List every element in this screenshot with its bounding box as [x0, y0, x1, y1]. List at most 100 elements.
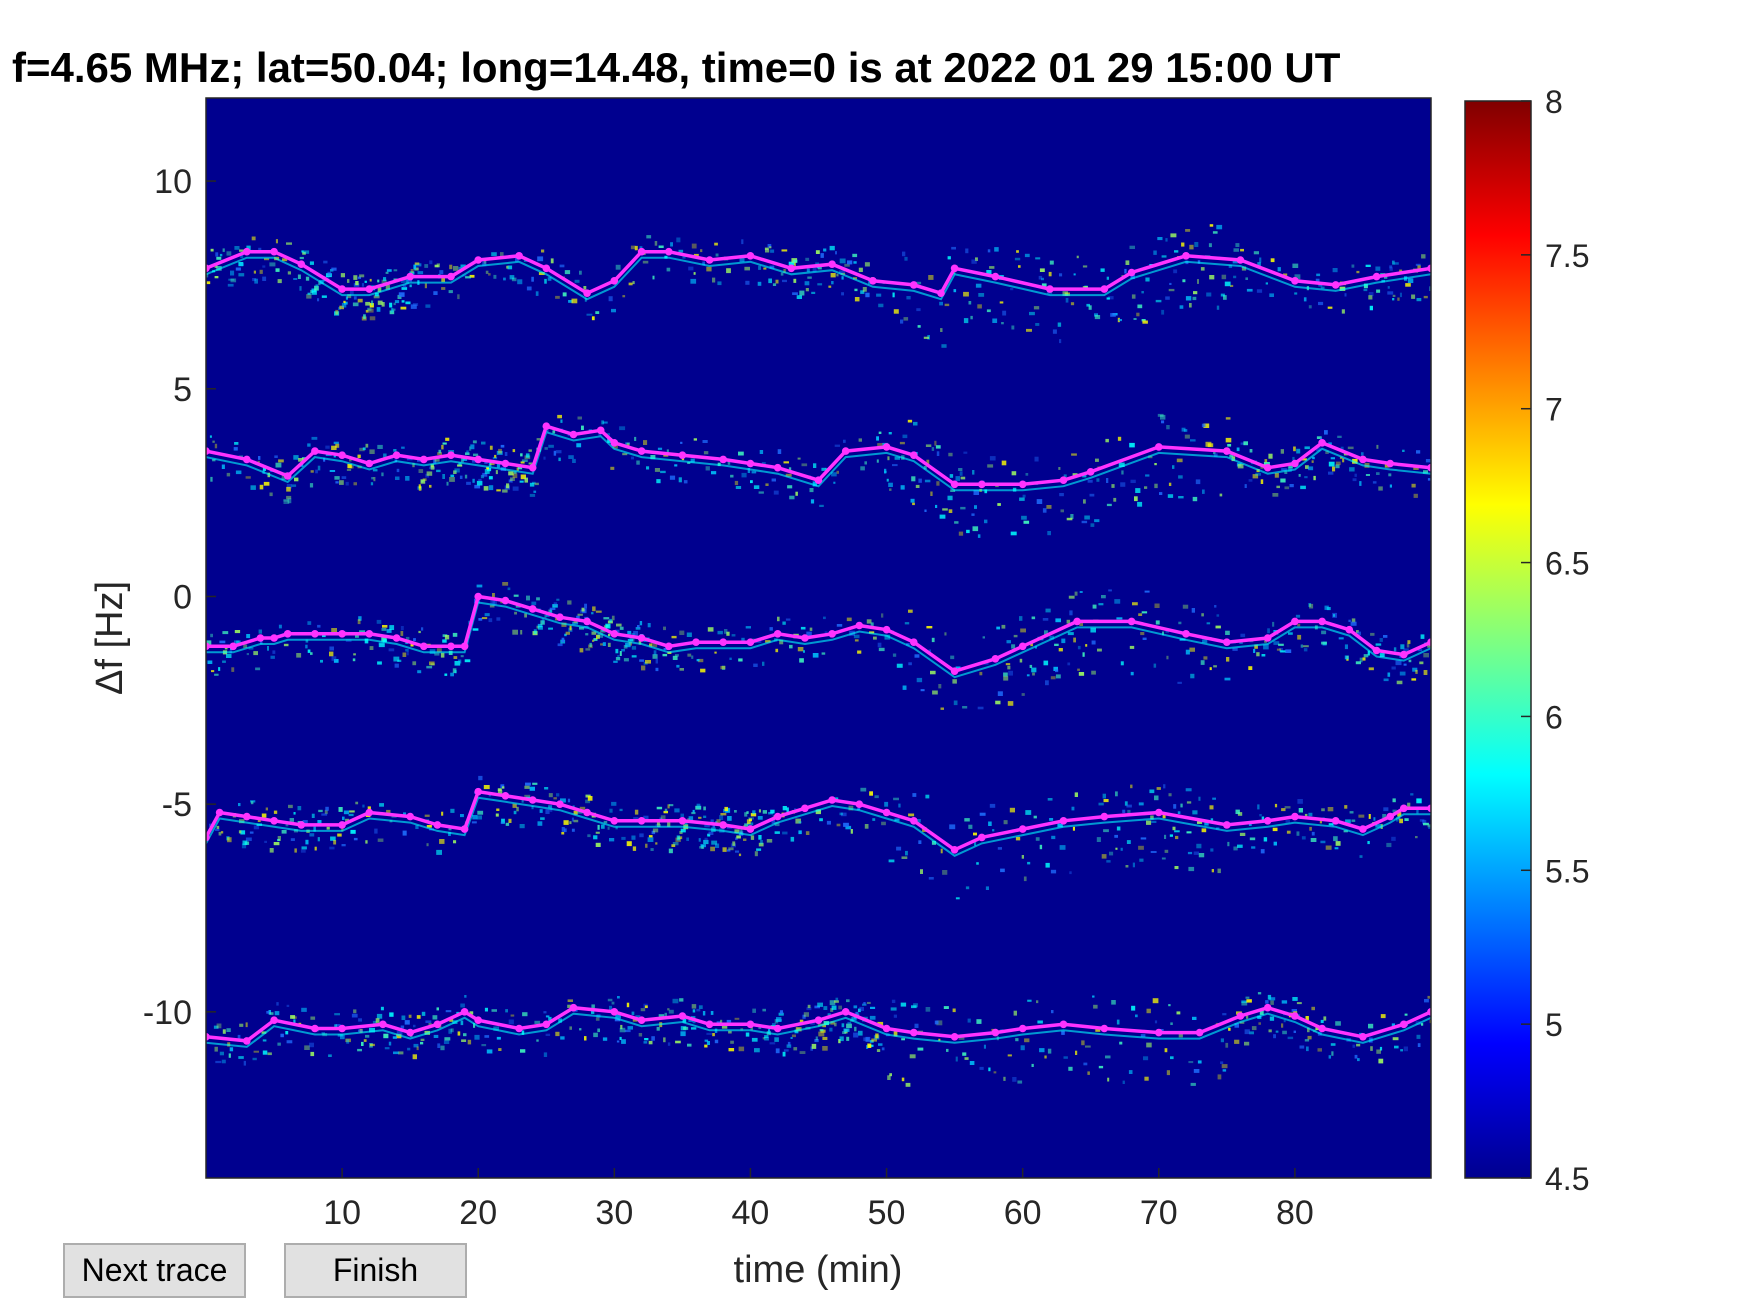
noise-speck [1349, 467, 1355, 472]
noise-speck [565, 631, 570, 635]
noise-speck [474, 484, 481, 489]
noise-speck [1310, 838, 1317, 842]
noise-speck [397, 294, 402, 299]
noise-speck [275, 239, 278, 244]
noise-speck [234, 640, 239, 645]
noise-speck [1087, 1071, 1090, 1075]
finish-button[interactable]: Finish [284, 1243, 467, 1298]
trace-point [814, 1016, 823, 1024]
noise-speck [608, 633, 611, 637]
trace-point [270, 817, 278, 825]
noise-speck [286, 1004, 290, 1007]
noise-speck [1305, 1016, 1309, 1021]
noise-speck [750, 480, 753, 484]
noise-speck [622, 295, 626, 298]
noise-speck [334, 311, 340, 316]
noise-speck [795, 491, 798, 496]
noise-speck [1070, 514, 1074, 519]
noise-speck [412, 303, 419, 306]
noise-speck [1126, 840, 1131, 844]
noise-speck [375, 1018, 380, 1023]
trace-point [338, 1024, 346, 1033]
noise-speck [338, 807, 343, 812]
noise-speck [1106, 297, 1110, 300]
noise-speck [1019, 497, 1025, 501]
noise-speck [301, 846, 307, 850]
noise-speck [390, 307, 394, 313]
noise-speck [358, 1018, 362, 1022]
noise-speck [1051, 835, 1056, 840]
trace-point [773, 463, 782, 472]
noise-speck [631, 1011, 635, 1016]
noise-speck [436, 648, 442, 653]
noise-speck [1197, 1060, 1202, 1064]
noise-speck [466, 450, 469, 454]
noise-speck [932, 690, 938, 695]
trace-point [528, 463, 537, 472]
noise-speck [540, 817, 545, 820]
noise-speck [313, 826, 316, 832]
noise-speck [398, 292, 405, 297]
noise-speck [1416, 1034, 1421, 1039]
noise-speck [413, 1043, 419, 1048]
noise-speck [1202, 489, 1205, 494]
noise-speck [698, 658, 704, 663]
noise-speck [408, 1014, 412, 1018]
noise-speck [1065, 297, 1069, 303]
noise-speck [577, 416, 582, 420]
noise-speck [533, 629, 537, 634]
noise-speck [1098, 1065, 1104, 1069]
next-trace-button[interactable]: Next trace [63, 1243, 246, 1298]
noise-speck [1001, 322, 1004, 325]
noise-speck [674, 808, 680, 813]
noise-speck [815, 1036, 818, 1041]
noise-speck [726, 631, 730, 636]
noise-speck [398, 1051, 404, 1055]
noise-speck [1129, 442, 1135, 448]
noise-speck [936, 481, 940, 486]
noise-speck [1372, 481, 1377, 484]
noise-speck [434, 652, 440, 656]
noise-speck [629, 637, 633, 640]
trace-point [1263, 817, 1272, 825]
noise-speck [481, 441, 486, 445]
noise-speck [288, 804, 293, 809]
trace-point [637, 447, 646, 455]
noise-speck [496, 450, 503, 455]
noise-speck [986, 270, 992, 275]
noise-speck [1003, 820, 1008, 825]
noise-speck [1335, 461, 1341, 466]
noise-speck [807, 1004, 811, 1009]
noise-speck [1259, 257, 1262, 263]
noise-speck [744, 823, 749, 827]
noise-speck [738, 853, 742, 857]
trace-echo-2 [206, 430, 1431, 492]
noise-speck [875, 1033, 879, 1039]
noise-speck [1320, 840, 1326, 844]
noise-speck [1037, 1020, 1043, 1024]
noise-speck [1185, 229, 1191, 232]
trace-point [392, 634, 401, 642]
noise-speck [573, 819, 579, 823]
noise-speck [1423, 295, 1428, 299]
noise-speck [348, 813, 354, 817]
noise-speck [916, 819, 921, 823]
noise-speck [1296, 448, 1301, 454]
noise-speck [394, 663, 399, 668]
noise-speck [450, 1028, 454, 1033]
noise-speck [1225, 1042, 1229, 1048]
noise-speck [215, 828, 220, 831]
noise-speck [625, 442, 630, 445]
noise-speck [478, 478, 482, 482]
x-tick-label: 70 [1140, 1194, 1178, 1232]
noise-speck [1173, 269, 1178, 274]
trace-point [270, 247, 278, 256]
noise-speck [1055, 669, 1059, 673]
noise-speck [389, 302, 393, 308]
noise-speck [799, 658, 804, 663]
noise-speck [691, 243, 697, 249]
noise-speck [1111, 1000, 1116, 1005]
noise-speck [985, 886, 989, 890]
noise-speck [1301, 458, 1307, 461]
noise-speck [909, 1054, 916, 1059]
